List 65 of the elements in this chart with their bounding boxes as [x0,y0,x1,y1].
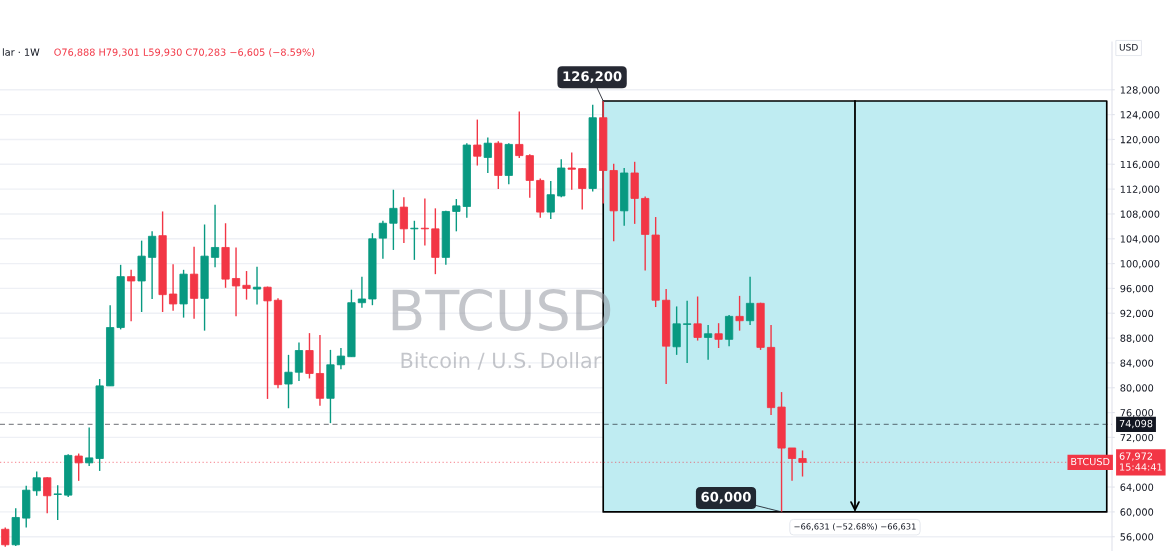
y-tick-label: 104,000 [1120,235,1160,244]
y-tick-label: 88,000 [1120,334,1154,343]
y-tick-label: 72,000 [1120,433,1154,443]
ref-line-label: 74,098 [1119,419,1153,429]
candlestick [210,203,220,269]
y-tick-label: 84,000 [1120,359,1154,368]
candlestick [294,341,304,382]
candlestick [336,347,346,370]
candlestick [672,305,681,356]
annotation: O76,888 H79,301 L59,930 C70,283 −6,605 (−8.59%) [54,48,315,57]
candlestick [127,269,136,323]
y-tick-label: 128,000 [1120,86,1160,95]
candlestick [242,270,251,301]
candlestick [745,275,755,326]
y-tick-label: 124,000 [1120,111,1160,120]
candlestick [85,426,94,467]
ref-line-label: 67,972 15:44:41 [1119,452,1162,471]
annotation: lar · 1W [2,48,40,56]
text: Bitcoin / U.S. Dollar [401,352,602,370]
candlestick [787,447,797,482]
candlestick [357,275,367,309]
candlestick [714,322,723,349]
candlestick [169,263,178,312]
y-tick-label: 92,000 [1120,309,1154,319]
candlestick [483,136,492,174]
candlestick [683,300,692,364]
candlestick [305,332,314,380]
y-tick-label: 76,000 [1120,409,1154,418]
candlestick [53,484,62,521]
y-tick-label: 80,000 [1120,384,1154,393]
candlestick [546,180,555,220]
candlestick [378,220,387,260]
candlestick [399,196,408,244]
candlestick [231,246,241,318]
candlestick [798,449,807,478]
y-tick-label: 96,000 [1120,284,1154,294]
candlestick [578,167,587,211]
y-axis-title: USD [1119,43,1138,51]
candlestick [725,314,734,347]
candlestick [704,324,713,361]
candlestick [263,285,272,400]
y-tick-label: 64,000 [1120,483,1154,492]
candlestick [43,476,52,514]
candlestick [693,295,702,342]
annotation: 60,000 [701,491,751,504]
candlestick [567,151,576,191]
candlestick [473,118,482,167]
candlestick [252,266,262,306]
y-tick-label: 56,000 [1120,533,1154,542]
candlestick [452,198,461,233]
candlestick [389,189,398,251]
candlestick [735,295,744,332]
y-tick-label: 120,000 [1120,135,1160,145]
y-tick-label: 108,000 [1120,210,1160,219]
y-tick-label: 60,000 [1120,508,1154,517]
candlestick [284,354,293,409]
candlestick [1,526,10,548]
annotation: 126,200 [563,71,622,83]
y-tick-label: 116,000 [1120,160,1160,170]
candlestick [148,230,157,300]
y-tick-label: 100,000 [1120,260,1160,269]
annotation: BTCUSD [1071,457,1110,466]
candlestick [74,452,83,482]
y-tick-label: 112,000 [1120,185,1160,194]
band-label: −66,631 (−52.68%) −66,631 [794,523,916,531]
